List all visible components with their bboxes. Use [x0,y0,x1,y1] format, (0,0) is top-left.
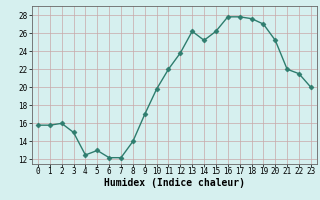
X-axis label: Humidex (Indice chaleur): Humidex (Indice chaleur) [104,178,245,188]
